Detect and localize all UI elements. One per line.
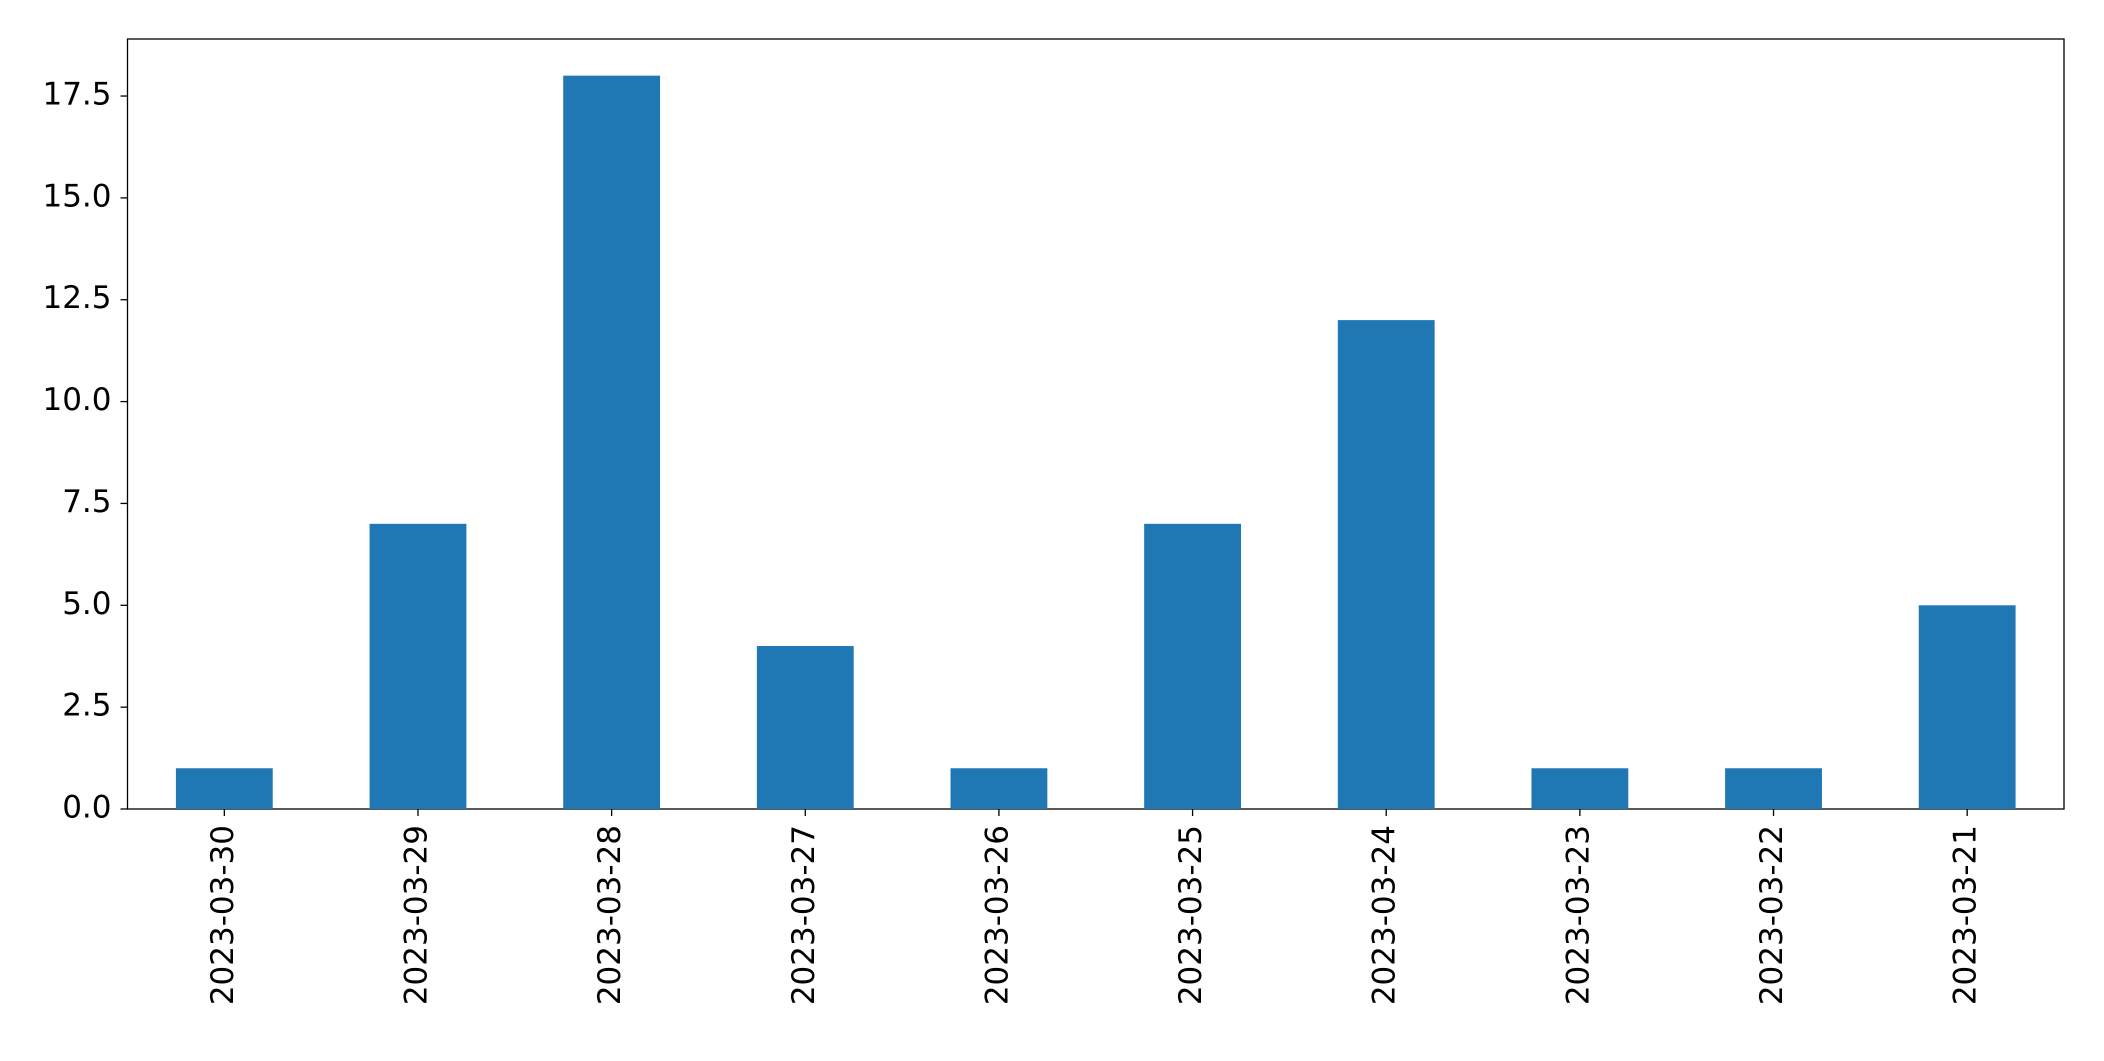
x-tick-label: 2023-03-28: [592, 825, 628, 1005]
bar: [1531, 768, 1629, 809]
x-tick-label: 2023-03-24: [1367, 825, 1403, 1005]
x-tick-label: 2023-03-29: [398, 825, 434, 1005]
bar: [756, 646, 854, 809]
bar: [175, 768, 273, 809]
y-tick-label: 10.0: [42, 382, 111, 418]
y-tick-label: 7.5: [62, 484, 111, 520]
bar: [1918, 605, 2016, 809]
bar: [1725, 768, 1822, 809]
x-tick-label: 2023-03-23: [1560, 825, 1596, 1005]
x-tick-label: 2023-03-25: [1173, 825, 1209, 1005]
y-tick-label: 5.0: [62, 586, 111, 622]
y-tick-label: 0.0: [62, 790, 111, 826]
bar: [369, 523, 467, 809]
y-tick-label: 2.5: [62, 688, 111, 724]
bar: [563, 75, 661, 809]
y-tick-label: 12.5: [42, 280, 111, 316]
bar: [1144, 523, 1241, 809]
x-tick-label: 2023-03-30: [205, 825, 241, 1005]
axes-frame: [126, 38, 2065, 810]
x-tick-label: 2023-03-21: [1948, 825, 1984, 1005]
bar: [950, 768, 1048, 809]
x-tick-label: 2023-03-22: [1754, 825, 1790, 1005]
x-tick-label: 2023-03-27: [786, 825, 822, 1005]
x-tick-label: 2023-03-26: [979, 825, 1015, 1005]
y-tick-label: 15.0: [42, 178, 111, 214]
bar: [1337, 320, 1435, 809]
y-tick-label: 17.5: [42, 77, 111, 113]
